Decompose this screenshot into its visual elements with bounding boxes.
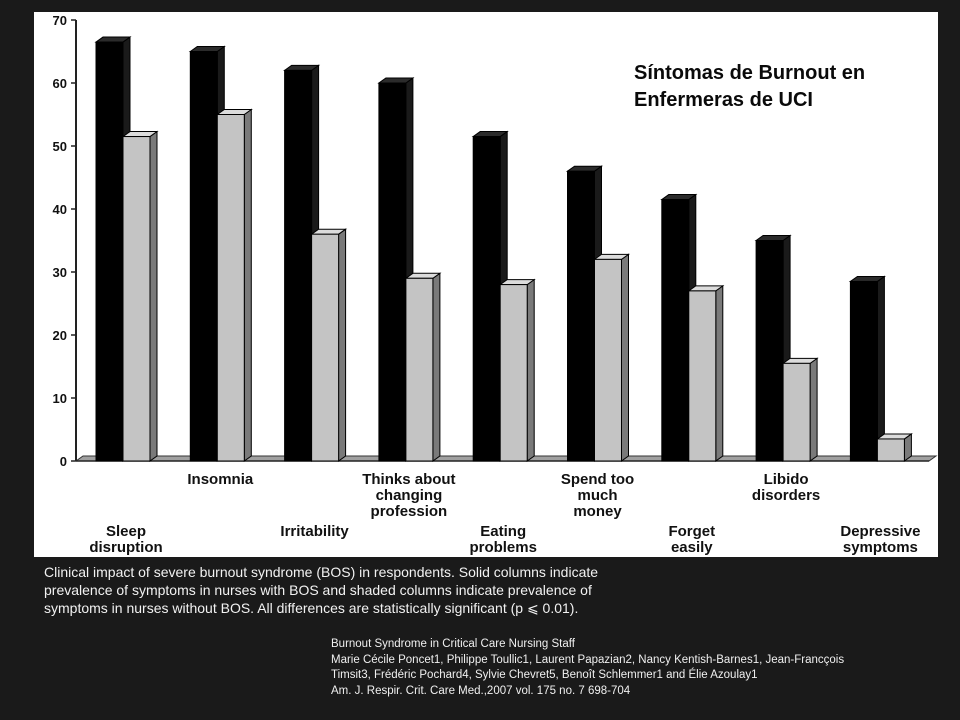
bar-top xyxy=(565,165,604,172)
bar-side xyxy=(149,130,158,462)
bar-with-bos xyxy=(661,199,690,462)
y-tick-label: 20 xyxy=(53,328,67,343)
bar-side xyxy=(526,278,535,462)
y-tick-label: 60 xyxy=(53,76,67,91)
bar-top xyxy=(875,433,913,440)
y-tick-label: 10 xyxy=(53,391,67,406)
bar-top xyxy=(283,64,321,71)
x-category-label: Forget xyxy=(668,523,715,540)
bar-without-bos xyxy=(782,362,811,462)
bar-without-bos xyxy=(594,258,622,462)
figure-caption: Clinical impact of severe burnout syndro… xyxy=(44,563,724,617)
bar-side xyxy=(876,275,885,462)
y-tick-label: 50 xyxy=(53,139,67,154)
x-category-label: Insomnia xyxy=(187,471,254,488)
bar-side xyxy=(809,357,818,462)
x-category-label: money xyxy=(573,503,622,520)
bar-without-bos xyxy=(876,438,905,462)
x-category-label: problems xyxy=(469,539,537,556)
bar-top xyxy=(848,275,886,282)
x-category-label: Eating xyxy=(480,523,526,540)
bar-with-bos xyxy=(378,82,407,462)
chart-title-line-2: Enfermeras de UCI xyxy=(634,89,813,111)
x-category-label: Thinks about xyxy=(362,471,455,488)
bar-without-bos xyxy=(122,136,151,462)
reference-authors-1: Marie Cécile Poncet1, Philippe Toullic1,… xyxy=(331,653,845,666)
bar-with-bos xyxy=(284,69,313,462)
bar-top xyxy=(377,77,415,84)
bar-with-bos xyxy=(567,170,595,462)
caption-line-3: symptoms in nurses without BOS. All diff… xyxy=(44,600,579,616)
bar-top xyxy=(94,36,132,43)
x-category-label: Sleep xyxy=(106,523,146,540)
x-category-label: symptoms xyxy=(843,539,918,556)
caption-line-1: Clinical impact of severe burnout syndro… xyxy=(44,564,599,580)
bar-with-bos xyxy=(849,280,878,462)
y-tick-label: 40 xyxy=(53,202,67,217)
bar-top xyxy=(188,46,226,52)
bar-with-bos xyxy=(755,240,784,462)
x-category-label: easily xyxy=(671,539,713,556)
y-tick-label: 0 xyxy=(60,454,67,469)
bar-top xyxy=(310,228,348,235)
bar-side xyxy=(715,284,724,462)
bar-with-bos xyxy=(95,41,124,462)
y-tick-label: 70 xyxy=(53,13,67,28)
bar-top xyxy=(592,253,631,260)
bar-top xyxy=(498,279,536,286)
x-category-label: Spend too xyxy=(561,471,634,488)
bar-top xyxy=(121,131,159,138)
reference-title: Burnout Syndrome in Critical Care Nursin… xyxy=(331,638,575,650)
reference-block: Burnout Syndrome in Critical Care Nursin… xyxy=(331,637,951,699)
bar-top xyxy=(215,109,253,115)
bar-side xyxy=(338,228,347,462)
bar-without-bos xyxy=(688,290,717,462)
x-category-label: changing xyxy=(376,487,443,504)
bar-with-bos xyxy=(472,136,501,462)
chart-title-line-1: Síntomas de Burnout en xyxy=(634,62,866,84)
x-category-label: profession xyxy=(371,503,448,520)
caption-line-2: prevalence of symptoms in nurses with BO… xyxy=(44,582,592,598)
bar-without-bos xyxy=(216,114,245,462)
bar-top xyxy=(404,272,442,279)
x-category-label: much xyxy=(577,487,617,504)
reference-authors-2: Timsit3, Frédéric Pochard4, Sylvie Chevr… xyxy=(331,669,758,681)
bar-side xyxy=(243,108,252,462)
bar-with-bos xyxy=(189,51,218,462)
bar-without-bos xyxy=(311,233,340,462)
bar-top xyxy=(660,194,698,201)
chart-panel: 0 10 20 30 40 50 60 70 Sleep disruption Insomnia I… xyxy=(34,12,938,557)
x-category-label: Libido xyxy=(764,471,809,488)
bar-without-bos xyxy=(499,284,528,462)
reference-citation: Am. J. Respir. Crit. Care Med.,2007 vol.… xyxy=(331,684,631,697)
bar-without-bos xyxy=(405,277,434,462)
bar-top xyxy=(471,131,509,138)
x-category-label: disruption xyxy=(89,539,162,556)
x-category-label: disorders xyxy=(752,487,820,504)
x-category-label: Depressive xyxy=(840,523,920,540)
bar-top xyxy=(754,235,792,241)
bar-side xyxy=(621,253,629,462)
bar-top xyxy=(781,357,819,364)
bar-side xyxy=(432,272,441,462)
x-category-label: Irritability xyxy=(280,523,349,540)
y-tick-label: 30 xyxy=(53,265,67,280)
chart-title: Síntomas de Burnout en Enfermeras de UCI xyxy=(634,60,934,114)
bar-top xyxy=(687,285,725,292)
